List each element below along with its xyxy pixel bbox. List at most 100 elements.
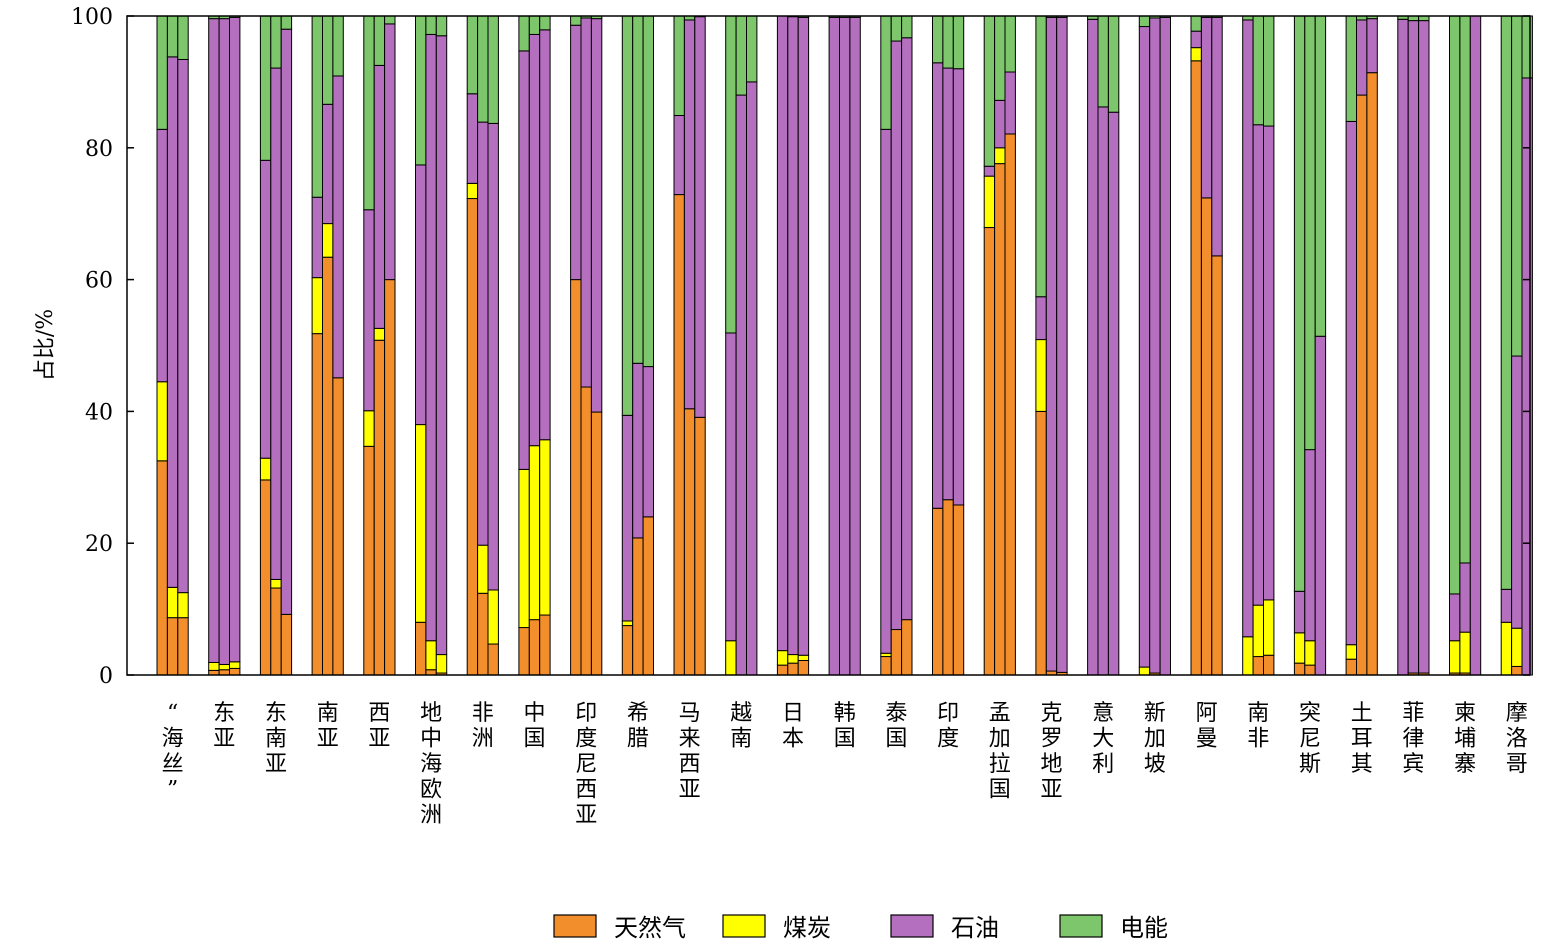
bar-segment-6-1-1 [415, 621, 427, 676]
legend-swatch-3 [890, 914, 934, 938]
bar-segment-26-2-2 [1459, 631, 1471, 674]
bar-segment-27-2-3 [1511, 355, 1523, 629]
bar-segment-10-1-3 [621, 414, 634, 622]
bar-segment-17-2-4 [994, 15, 1006, 101]
bar-segment-1-3-2 [177, 592, 189, 619]
bar-segment-9-1-3 [570, 24, 582, 281]
bar-segment-17-3-1 [1004, 133, 1016, 676]
bar-segment-6-1-4 [415, 15, 427, 166]
bar-segment-21-2-3 [1200, 16, 1213, 199]
bar-segment-1-1-2 [156, 381, 168, 462]
bar-segment-5-1-2 [363, 410, 375, 447]
bar-segment-11-2-3 [683, 19, 696, 410]
bar-segment-26-2-4 [1459, 15, 1471, 564]
bar-segment-10-2-4 [632, 15, 644, 364]
bar-segment-7-3-3 [487, 122, 499, 591]
bar-segment-8-2-3 [528, 33, 541, 447]
bar-segment-20-1-3 [1138, 26, 1151, 668]
bar-segment-21-3-1 [1211, 255, 1223, 676]
bar-segment-16-2-4 [942, 15, 954, 69]
y-axis-title: 占比/% [33, 309, 58, 381]
bar-segment-15-1-3 [880, 128, 892, 654]
category-label-9: 印度尼西亚 [575, 701, 597, 828]
bar-segment-18-2-3 [1045, 16, 1058, 672]
bar-segment-23-2-3 [1304, 449, 1316, 642]
bar-segment-10-1-2 [621, 620, 634, 627]
bar-segment-10-3-4 [642, 15, 654, 368]
bar-segment-6-3-3 [435, 35, 448, 656]
bar-segment-21-2-1 [1200, 197, 1213, 676]
bar-segment-1-3-3 [177, 58, 189, 594]
category-label-24: 土耳其 [1351, 701, 1373, 777]
bar-segment-23-2-4 [1304, 15, 1316, 451]
bar-segment-6-2-1 [425, 669, 437, 676]
bar-segment-3-2-4 [270, 15, 282, 69]
bar-segment-19-3-4 [1107, 15, 1120, 113]
bar-segment-9-1-1 [570, 279, 582, 676]
bar-segment-2-2-3 [218, 18, 231, 665]
category-label-15: 泰国 [885, 701, 907, 752]
bar-segment-15-2-4 [890, 15, 903, 42]
bar-segment-4-2-2 [322, 223, 334, 258]
bar-segment-27-1-2 [1500, 621, 1513, 676]
bar-segment-27-2-4 [1511, 15, 1523, 357]
bar-segment-16-2-1 [942, 499, 954, 676]
bar-segment-10-3-1 [642, 516, 654, 676]
bar-segment-12-2-4 [735, 15, 747, 96]
bar-segment-27-2-1 [1511, 665, 1523, 676]
bar-segment-18-1-2 [1035, 339, 1047, 412]
bar-segment-22-2-3 [1252, 124, 1264, 606]
bar-segment-2-1-2 [208, 661, 220, 671]
category-label-12: 越南 [730, 701, 752, 752]
bar-segment-15-1-1 [880, 656, 892, 676]
category-label-6: 地中海欧洲 [420, 701, 442, 828]
bar-segment-3-1-2 [259, 457, 272, 481]
bar-segment-9-2-1 [580, 386, 592, 676]
bar-segment-14-1-3 [828, 16, 840, 676]
category-label-19: 意大利 [1092, 701, 1114, 777]
bar-segment-26-2-3 [1459, 562, 1471, 633]
category-label-4: 南亚 [317, 701, 339, 752]
bar-segment-17-2-1 [994, 163, 1006, 676]
bar-segment-16-1-3 [932, 62, 944, 509]
bar-segment-21-1-2 [1190, 47, 1202, 62]
bar-segment-20-1-2 [1138, 666, 1151, 676]
labels-layer: 020406080100占比/%“海丝”东亚东南亚南亚西亚地中海欧洲非洲中国印度… [33, 5, 1528, 828]
bar-segment-7-2-4 [477, 15, 489, 123]
bar-segment-23-2-2 [1304, 640, 1316, 666]
bar-segment-16-1-4 [932, 15, 944, 64]
bar-segment-8-3-2 [539, 439, 551, 616]
bar-segment-22-1-3 [1242, 19, 1254, 638]
y-tick-label-80: 80 [85, 137, 113, 162]
bar-segment-6-3-2 [435, 654, 448, 674]
bar-segment-24-2-3 [1356, 19, 1368, 96]
bar-segment-5-2-2 [373, 327, 386, 341]
bar-segment-22-3-2 [1263, 599, 1275, 656]
bar-segment-22-1-2 [1242, 636, 1254, 676]
bar-segment-12-1-2 [725, 640, 737, 676]
legend-swatch-2 [722, 914, 766, 938]
y-tick-label-40: 40 [85, 400, 113, 425]
bar-segment-7-1-3 [466, 93, 479, 184]
bar-segment-21-3-3 [1211, 16, 1223, 257]
bar-segment-4-1-2 [311, 277, 324, 335]
bar-segment-13-1-2 [776, 650, 789, 666]
bar-segment-23-1-2 [1293, 632, 1306, 664]
bar-segment-2-1-3 [208, 18, 220, 663]
bar-segment-2-3-2 [229, 661, 241, 669]
bar-segment-12-2-3 [735, 94, 747, 676]
bar-segment-22-2-1 [1252, 656, 1264, 676]
bar-segment-27-1-4 [1500, 15, 1513, 590]
legend-swatch-4 [1059, 914, 1103, 938]
bar-segment-5-2-1 [373, 339, 386, 676]
bar-segment-17-2-3 [994, 99, 1006, 149]
bar-segment-17-1-1 [983, 227, 996, 676]
category-label-7: 非洲 [472, 701, 494, 752]
legend-label-2: 煤炭 [783, 914, 831, 942]
bar-segment-7-2-3 [477, 121, 489, 546]
bar-segment-6-1-2 [415, 424, 427, 623]
bar-segment-1-1-1 [156, 460, 168, 676]
bar-segment-15-2-3 [890, 40, 903, 631]
bar-segment-6-1-3 [415, 164, 427, 426]
bar-segment-4-3-1 [332, 377, 344, 676]
